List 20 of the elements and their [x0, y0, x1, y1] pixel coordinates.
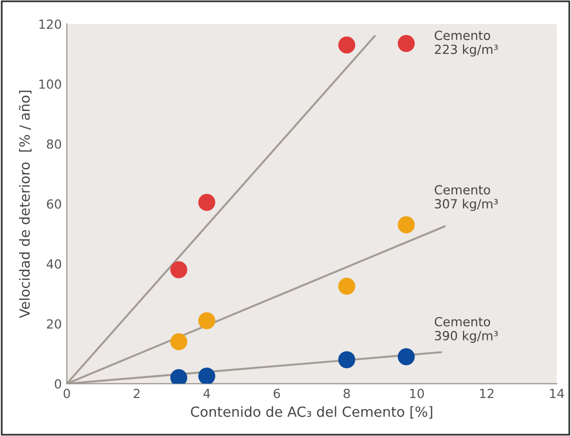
series-label: Cemento 390 kg/m³	[434, 316, 498, 343]
y-tick-label: 40	[46, 259, 62, 269]
x-tick-label: 0	[64, 388, 70, 398]
x-tick-label: 12	[480, 388, 494, 398]
series-label: Cemento 307 kg/m³	[434, 185, 498, 211]
y-tick-label: 120	[39, 19, 62, 29]
x-tick-label: 8	[344, 388, 350, 398]
x-tick-label: 10	[410, 388, 424, 398]
x-tick-label: 14	[550, 388, 564, 398]
y-tick-label: 20	[46, 319, 62, 329]
y-tick-label: 60	[46, 199, 62, 209]
x-axis-title: Contenido de AC₃ del Cemento [%]	[190, 406, 432, 419]
y-tick-label: 100	[39, 79, 62, 89]
x-tick-label: 2	[134, 388, 140, 398]
y-axis-title: Velocidad de deterioro [% / año]	[18, 90, 32, 318]
x-tick-label: 4	[203, 388, 210, 398]
y-tick-label: 80	[46, 139, 62, 149]
series-label: Cemento 223 kg/m³	[434, 30, 498, 57]
y-tick-label: 0	[54, 379, 62, 389]
x-tick-label: 6	[274, 388, 280, 398]
